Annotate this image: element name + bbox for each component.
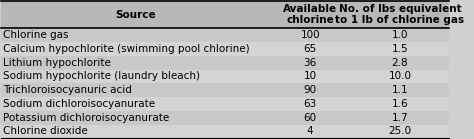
Text: Available
chlorine: Available chlorine bbox=[283, 4, 337, 25]
Text: 90: 90 bbox=[303, 85, 317, 95]
Text: 1.5: 1.5 bbox=[392, 44, 408, 54]
Text: Source: Source bbox=[115, 10, 155, 20]
Bar bbox=[0, 97, 449, 111]
Text: 36: 36 bbox=[303, 58, 317, 68]
Bar bbox=[0, 56, 449, 70]
Text: No. of lbs equivalent
to 1 lb of chlorine gas: No. of lbs equivalent to 1 lb of chlorin… bbox=[335, 4, 465, 25]
Text: Sodium dichloroisocyanurate: Sodium dichloroisocyanurate bbox=[3, 99, 155, 109]
Text: 1.7: 1.7 bbox=[392, 113, 408, 123]
Bar bbox=[0, 83, 449, 97]
Text: Potassium dichloroisocyanurate: Potassium dichloroisocyanurate bbox=[3, 113, 169, 123]
Text: Chlorine gas: Chlorine gas bbox=[3, 30, 68, 40]
Text: 1.1: 1.1 bbox=[392, 85, 408, 95]
Bar bbox=[0, 111, 449, 125]
Text: 1.6: 1.6 bbox=[392, 99, 408, 109]
Text: 10.0: 10.0 bbox=[388, 71, 411, 81]
Bar bbox=[0, 1, 449, 28]
Text: Lithium hypochlorite: Lithium hypochlorite bbox=[3, 58, 111, 68]
Bar bbox=[0, 28, 449, 42]
Text: Sodium hypochlorite (laundry bleach): Sodium hypochlorite (laundry bleach) bbox=[3, 71, 200, 81]
Text: Chlorine dioxide: Chlorine dioxide bbox=[3, 126, 88, 136]
Text: 60: 60 bbox=[303, 113, 317, 123]
Text: 25.0: 25.0 bbox=[388, 126, 411, 136]
Text: Calcium hypochlorite (swimming pool chlorine): Calcium hypochlorite (swimming pool chlo… bbox=[3, 44, 250, 54]
Text: 4: 4 bbox=[307, 126, 313, 136]
Text: 1.0: 1.0 bbox=[392, 30, 408, 40]
Bar bbox=[0, 125, 449, 138]
Text: 10: 10 bbox=[303, 71, 317, 81]
Text: 100: 100 bbox=[301, 30, 320, 40]
Text: Trichloroisocyanuric acid: Trichloroisocyanuric acid bbox=[3, 85, 132, 95]
Text: 63: 63 bbox=[303, 99, 317, 109]
Bar bbox=[0, 42, 449, 56]
Text: 65: 65 bbox=[303, 44, 317, 54]
Text: 2.8: 2.8 bbox=[392, 58, 408, 68]
Bar bbox=[0, 70, 449, 83]
